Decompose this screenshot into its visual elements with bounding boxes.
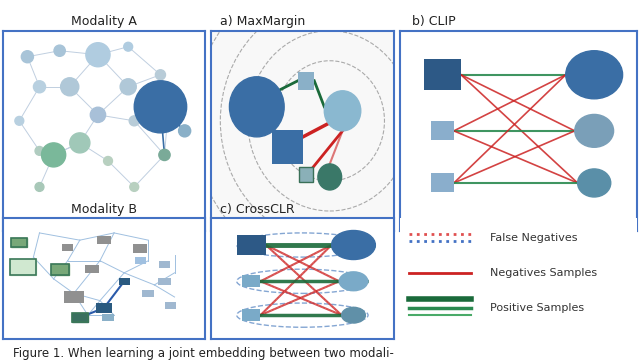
Text: b) CLIP: b) CLIP: [412, 15, 456, 28]
Circle shape: [324, 91, 361, 131]
Bar: [242, 275, 260, 287]
Circle shape: [575, 114, 614, 147]
Bar: [237, 235, 266, 255]
Circle shape: [61, 78, 79, 96]
Circle shape: [35, 183, 44, 191]
Circle shape: [566, 51, 623, 99]
Circle shape: [159, 149, 170, 161]
Bar: [85, 265, 99, 273]
Text: Figure 1. When learning a joint embedding between two modali-: Figure 1. When learning a joint embeddin…: [13, 347, 394, 360]
Bar: [159, 278, 170, 285]
Bar: [272, 130, 303, 164]
Circle shape: [339, 272, 368, 291]
Title: Modality B: Modality B: [71, 203, 137, 216]
Bar: [133, 244, 147, 253]
Bar: [64, 291, 84, 303]
Text: c) CrossCLR: c) CrossCLR: [220, 203, 295, 216]
Circle shape: [120, 79, 136, 95]
Circle shape: [342, 307, 365, 323]
Circle shape: [134, 81, 187, 133]
Circle shape: [318, 164, 342, 190]
Bar: [142, 290, 154, 297]
Circle shape: [104, 157, 113, 165]
Bar: [51, 264, 68, 275]
Circle shape: [35, 147, 44, 155]
Bar: [62, 244, 73, 251]
Title: Modality A: Modality A: [71, 15, 137, 28]
Bar: [96, 303, 112, 313]
Bar: [431, 173, 454, 192]
Circle shape: [90, 107, 106, 122]
Bar: [135, 257, 146, 264]
Bar: [165, 302, 176, 309]
Bar: [12, 238, 28, 247]
Bar: [102, 314, 114, 321]
Text: a) MaxMargin: a) MaxMargin: [220, 15, 305, 28]
Text: False Negatives: False Negatives: [490, 233, 577, 243]
Bar: [298, 72, 314, 90]
Bar: [12, 238, 28, 247]
Circle shape: [86, 43, 110, 67]
Circle shape: [577, 169, 611, 197]
Circle shape: [332, 231, 375, 260]
Bar: [159, 261, 170, 268]
Bar: [10, 259, 36, 275]
Bar: [10, 259, 36, 275]
Circle shape: [15, 117, 24, 125]
Circle shape: [21, 51, 33, 63]
Circle shape: [130, 183, 139, 191]
Bar: [72, 313, 88, 322]
Circle shape: [129, 116, 140, 126]
Circle shape: [42, 143, 66, 167]
Circle shape: [156, 70, 166, 80]
Text: Positive Samples: Positive Samples: [490, 303, 584, 313]
Bar: [51, 264, 68, 275]
Bar: [242, 309, 260, 321]
Circle shape: [164, 103, 173, 111]
Circle shape: [33, 81, 45, 93]
Circle shape: [179, 125, 191, 137]
Bar: [72, 313, 88, 322]
Bar: [424, 59, 461, 90]
Bar: [118, 278, 130, 284]
Circle shape: [124, 42, 132, 51]
Circle shape: [70, 133, 90, 153]
Circle shape: [230, 77, 284, 137]
Circle shape: [54, 45, 65, 56]
Bar: [300, 168, 313, 182]
Bar: [431, 121, 454, 140]
Bar: [97, 236, 111, 244]
Text: Negatives Samples: Negatives Samples: [490, 268, 597, 278]
